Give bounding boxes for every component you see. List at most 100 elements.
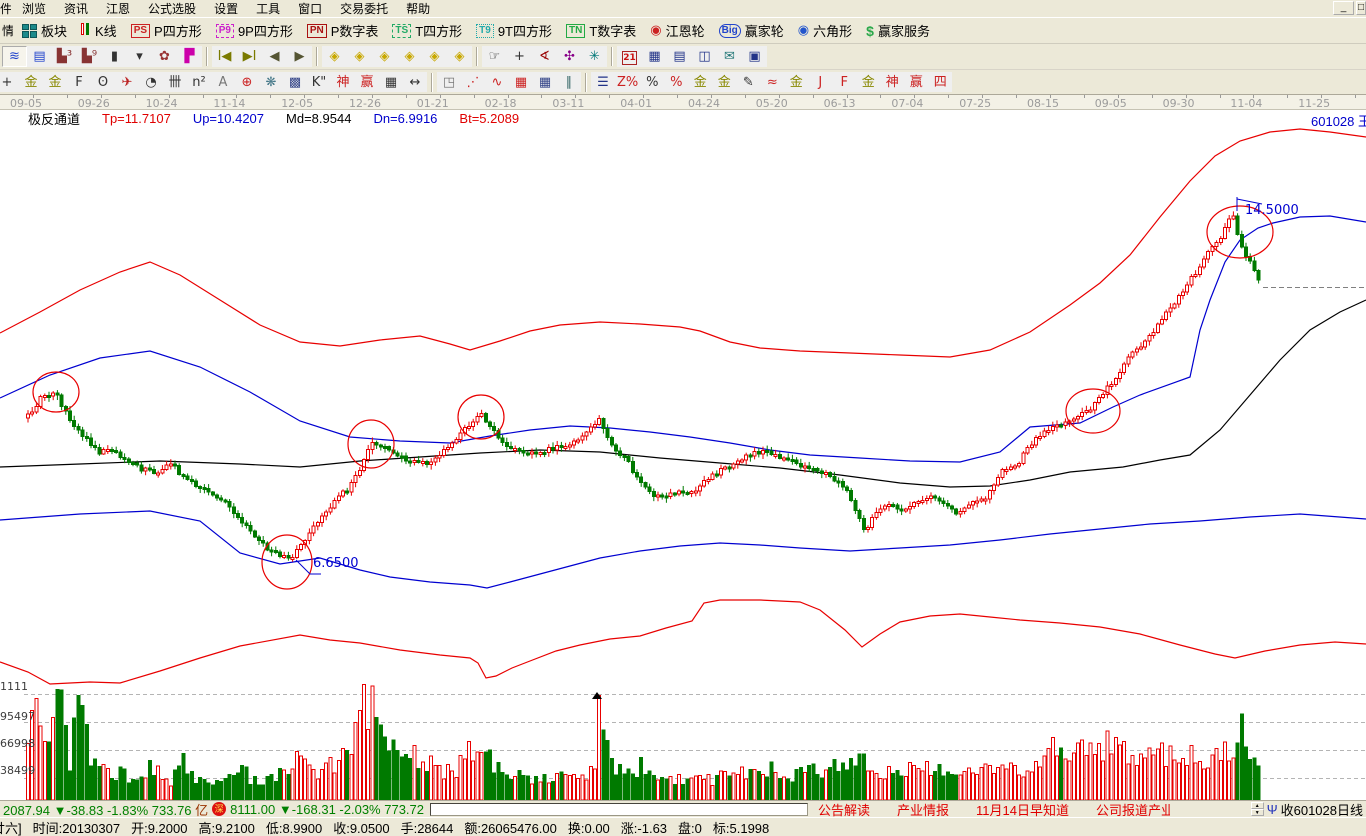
spiral-icon[interactable]: ʘ xyxy=(91,72,115,92)
notes-icon[interactable]: ▤ xyxy=(667,46,692,67)
toolbar-gann-wheel[interactable]: ◉ 江恩轮 xyxy=(643,19,711,42)
shen-angle-icon[interactable]: 神 xyxy=(880,72,905,92)
diamond-hsplit-icon[interactable]: ◈ xyxy=(372,46,397,67)
gann-mark-icon[interactable]: ✿ xyxy=(152,46,177,67)
gold-angle2-icon[interactable]: 金 xyxy=(856,72,881,92)
news-link-clipped[interactable]: 产业 xyxy=(1148,802,1171,818)
si-angle-icon[interactable]: 四 xyxy=(928,72,953,92)
volume-ladder-icon[interactable]: ▛ xyxy=(177,46,202,67)
percent-line-icon[interactable]: % xyxy=(664,72,689,92)
circle-target-icon[interactable]: ⊕ xyxy=(235,72,259,92)
spinner-down-button[interactable]: ▼ xyxy=(1250,809,1264,816)
toolbar-winner-wheel[interactable]: Big 赢家轮 xyxy=(712,19,791,42)
rocket-icon[interactable]: ✈ xyxy=(115,72,139,92)
email-icon[interactable]: ✉ xyxy=(717,46,742,67)
menu-item-5[interactable]: 工具 xyxy=(256,2,281,16)
cross-line-icon[interactable]: + xyxy=(0,72,19,92)
toolbar-hexagon[interactable]: ◉ 六角形 xyxy=(791,19,859,42)
toolbar-service[interactable]: $ 赢家服务 xyxy=(859,19,937,42)
news-link-0[interactable]: 公告解读 xyxy=(818,802,871,818)
news-link-3[interactable]: 公司报道 xyxy=(1096,802,1149,818)
fan-lines-icon[interactable]: ∿ xyxy=(485,72,509,92)
toolbar-item-clipped[interactable]: 情 xyxy=(2,24,13,38)
crosshair-tool-icon[interactable]: + xyxy=(507,46,532,67)
ruler-icon[interactable]: 卌 xyxy=(163,72,187,92)
mirror-line-icon[interactable]: A xyxy=(211,72,235,92)
grid-web-icon[interactable]: ▩ xyxy=(283,72,307,92)
shen-tool-icon[interactable]: 神 xyxy=(331,72,355,92)
price-scale-icon[interactable]: ☰ xyxy=(591,72,615,92)
diamond-all-icon[interactable]: ◈ xyxy=(447,46,472,67)
minimize-button[interactable]: _ xyxy=(1333,1,1354,15)
news-link-1[interactable]: 产业情报 xyxy=(897,802,950,818)
toolbar-blocks[interactable]: 板块 xyxy=(15,19,74,42)
menu-item-7[interactable]: 交易委托 xyxy=(340,2,389,16)
grid-red-icon[interactable]: ▦ xyxy=(509,72,533,92)
spiderweb-icon[interactable]: ❋ xyxy=(259,72,283,92)
f-angle-icon[interactable]: F xyxy=(832,72,857,92)
trend-overview-icon[interactable]: ≋ xyxy=(2,46,27,67)
menu-item-0[interactable]: 浏览 xyxy=(22,2,47,16)
percent-zone-icon[interactable]: Z% xyxy=(615,72,641,92)
ruler-123-icon[interactable]: ▦ xyxy=(379,72,403,92)
compress-9-icon[interactable]: ▙⁹ xyxy=(77,46,102,67)
wave-angle-icon[interactable]: ≈ xyxy=(760,72,785,92)
menu-item-8[interactable]: 帮助 xyxy=(406,2,431,16)
ticker-input-field[interactable] xyxy=(430,802,808,816)
menu-item-1[interactable]: 资讯 xyxy=(64,2,89,16)
candle-style-dropdown[interactable]: ▾ xyxy=(127,46,152,67)
n-square-icon[interactable]: n² xyxy=(187,72,211,92)
span-arrows-icon[interactable]: ↔ xyxy=(403,72,427,92)
diamond-right-icon[interactable]: ◈ xyxy=(347,46,372,67)
angle-measure-icon[interactable]: ∢ xyxy=(532,46,557,67)
menu-item-4[interactable]: 设置 xyxy=(214,2,239,16)
hand-tool-icon[interactable]: ☞ xyxy=(482,46,507,67)
diamond-grid-icon[interactable]: ◈ xyxy=(422,46,447,67)
ying-angle-icon[interactable]: 赢 xyxy=(904,72,929,92)
maximize-button[interactable]: □ xyxy=(1356,1,1366,15)
info-list-icon[interactable]: ▤ xyxy=(27,46,52,67)
next-stock-icon[interactable]: ▶ xyxy=(287,46,312,67)
ying-tool-icon[interactable]: 赢 xyxy=(355,72,379,92)
golden-divider-icon[interactable]: 金 xyxy=(19,72,43,92)
j-angle-icon[interactable]: J xyxy=(808,72,833,92)
diamond-left-icon[interactable]: ◈ xyxy=(322,46,347,67)
menu-item-2[interactable]: 江恩 xyxy=(106,2,131,16)
menu-item-6[interactable]: 窗口 xyxy=(298,2,323,16)
parallel-lines-icon[interactable]: ∥ xyxy=(557,72,581,92)
toolbar-t-table[interactable]: TN T数字表 xyxy=(559,19,643,42)
print-icon[interactable]: ▣ xyxy=(742,46,767,67)
time-gauge-icon[interactable]: ◔ xyxy=(139,72,163,92)
prev-stock-icon[interactable]: ◀ xyxy=(262,46,287,67)
menu-item-clipped[interactable]: 件 xyxy=(0,2,11,16)
percent-icon[interactable]: % xyxy=(640,72,665,92)
candlestick-chart[interactable] xyxy=(0,126,1366,800)
spinner-up-button[interactable]: ▲ xyxy=(1250,802,1264,809)
gold-angle-icon[interactable]: 金 xyxy=(784,72,809,92)
save-icon[interactable]: ◫ xyxy=(692,46,717,67)
grid-blue-icon[interactable]: ▦ xyxy=(533,72,557,92)
brush-angle-icon[interactable]: ✎ xyxy=(736,72,761,92)
gold-section-icon[interactable]: 金 xyxy=(712,72,737,92)
f-ruler-icon[interactable]: F xyxy=(67,72,91,92)
first-page-icon[interactable]: I◀ xyxy=(212,46,237,67)
diamond-vsplit-icon[interactable]: ◈ xyxy=(397,46,422,67)
toolbar-p-table[interactable]: PN P数字表 xyxy=(300,19,386,42)
calendar-icon[interactable]: 21 xyxy=(617,46,642,67)
toolbar-9t-square[interactable]: T9 9T四方形 xyxy=(469,19,559,42)
k-marker-icon[interactable]: K" xyxy=(307,72,331,92)
toolbar-9p-square[interactable]: P9 9P四方形 xyxy=(209,19,300,42)
toolbar-t-square[interactable]: TS T四方形 xyxy=(385,19,469,42)
menu-item-3[interactable]: 公式选股 xyxy=(148,2,197,16)
toolbar-p-square[interactable]: PS P四方形 xyxy=(124,19,209,42)
gold-circle-icon[interactable]: 金 xyxy=(688,72,713,92)
last-page-icon[interactable]: ▶I xyxy=(237,46,262,67)
calculator-icon[interactable]: ▦ xyxy=(642,46,667,67)
toolbar-kline[interactable]: K线 xyxy=(74,19,124,42)
candle-style-icon[interactable]: ▮ xyxy=(102,46,127,67)
news-link-2[interactable]: 11月14日早知道 xyxy=(976,802,1069,818)
rays-icon[interactable]: ⋰ xyxy=(461,72,485,92)
network-icon[interactable]: ✳ xyxy=(582,46,607,67)
golden-divider2-icon[interactable]: 金 xyxy=(43,72,67,92)
box-select-icon[interactable]: ◳ xyxy=(437,72,461,92)
